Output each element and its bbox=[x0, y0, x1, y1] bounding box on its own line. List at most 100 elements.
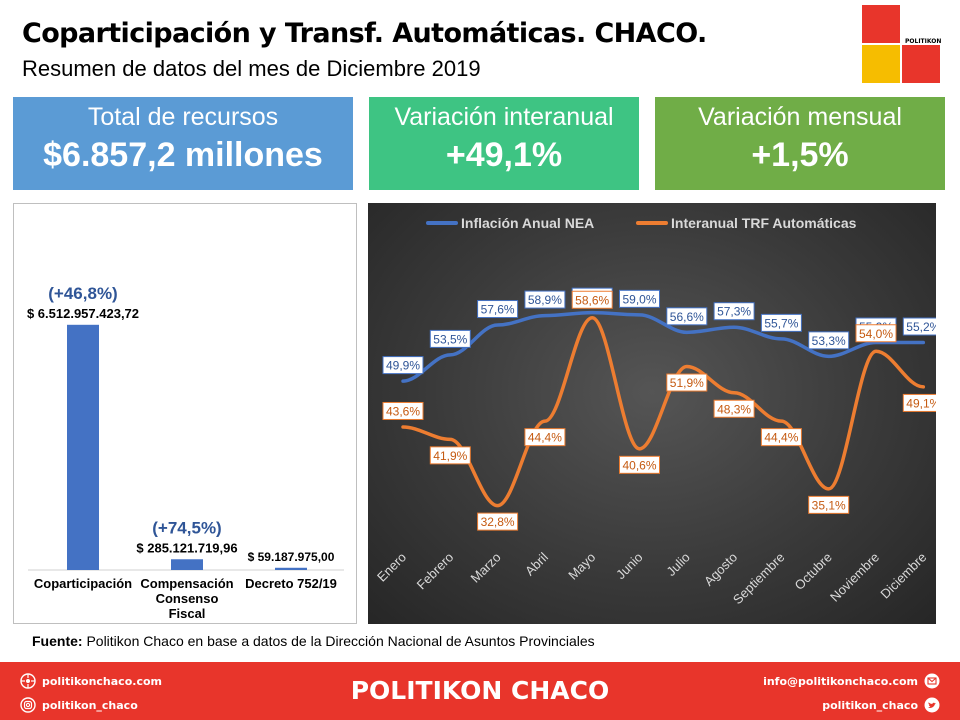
politikon-logo: POLITIKON bbox=[862, 5, 941, 83]
logo-square-red bbox=[862, 5, 900, 43]
bar-variation-label: (+74,5%) bbox=[152, 518, 221, 537]
web-icon bbox=[20, 673, 36, 689]
email-icon bbox=[924, 673, 940, 689]
data-label-box bbox=[760, 428, 802, 447]
data-label-box bbox=[571, 290, 613, 309]
footer-twitter-link[interactable]: politikon_chaco bbox=[822, 697, 940, 713]
data-label: 43,6% bbox=[382, 401, 424, 420]
data-label-box bbox=[429, 446, 471, 465]
data-label: 48,3% bbox=[713, 399, 755, 418]
data-label: 57,3% bbox=[713, 302, 755, 321]
data-label-box bbox=[619, 455, 660, 474]
data-label: 32,8% bbox=[477, 512, 519, 531]
data-label-box bbox=[713, 399, 755, 418]
kpi-label: Variación mensual bbox=[698, 103, 902, 131]
data-label-text: 53,3% bbox=[812, 334, 846, 348]
footer-instagram-link[interactable]: politikon_chaco bbox=[20, 697, 138, 713]
data-label-text: 56,6% bbox=[670, 310, 704, 324]
kpi-total-recursos: Total de recursos $6.857,2 millones bbox=[13, 97, 353, 190]
data-label: 49,1% bbox=[902, 393, 936, 412]
data-label: 55,2% bbox=[902, 317, 936, 336]
data-label-box bbox=[902, 317, 936, 336]
bar-value-label: $ 285.121.719,96 bbox=[136, 540, 237, 555]
instagram-icon bbox=[20, 697, 36, 713]
bar-category-label: Decreto 752/19 bbox=[245, 576, 337, 591]
data-label-box bbox=[382, 356, 424, 375]
source-text: Politikon Chaco en base a datos de la Di… bbox=[82, 633, 595, 649]
data-label-text: 53,5% bbox=[433, 332, 467, 346]
logo-square-red-bottom bbox=[902, 45, 940, 83]
data-label: 41,9% bbox=[429, 446, 471, 465]
data-label: 54,0% bbox=[855, 324, 897, 343]
data-label-box bbox=[808, 331, 850, 350]
data-label-box bbox=[524, 290, 566, 309]
data-label-text: 35,1% bbox=[812, 498, 846, 512]
bar bbox=[171, 559, 203, 570]
data-label-text: 44,4% bbox=[528, 431, 562, 445]
data-label-box bbox=[902, 393, 936, 412]
data-label-box bbox=[524, 428, 566, 447]
data-label-box bbox=[760, 313, 802, 332]
data-label-text: 49,1% bbox=[906, 396, 936, 410]
bar-category-label: Compensación Consenso Fiscal bbox=[140, 576, 233, 621]
data-label: 49,9% bbox=[382, 356, 424, 375]
data-label-box bbox=[666, 373, 708, 392]
footer-bar: politikonchaco.com politikon_chaco POLIT… bbox=[0, 662, 960, 720]
data-label: 57,6% bbox=[477, 300, 519, 319]
kpi-variacion-interanual: Variación interanual +49,1% bbox=[369, 97, 639, 190]
data-label: 44,4% bbox=[524, 428, 566, 447]
bar-variation-label: (+46,8%) bbox=[48, 284, 117, 303]
data-label-text: 57,6% bbox=[481, 303, 515, 317]
data-label: 56,6% bbox=[666, 307, 708, 326]
data-label-box bbox=[855, 324, 897, 343]
data-label-text: 41,9% bbox=[433, 449, 467, 463]
series-line bbox=[401, 310, 926, 383]
x-tick-label: Junio bbox=[613, 550, 646, 583]
legend-label: Inflación Anual NEA bbox=[461, 215, 594, 231]
source-note: Fuente: Politikon Chaco en base a datos … bbox=[32, 633, 595, 649]
bar-chart: $ 6.512.957.423,72 (+46,8%) Coparticipació… bbox=[27, 284, 344, 621]
footer-twitter-text: politikon_chaco bbox=[822, 698, 918, 712]
data-label: 59,0% bbox=[619, 289, 660, 308]
x-tick-label: Septiembre bbox=[730, 550, 788, 608]
data-label: 58,9% bbox=[524, 290, 566, 309]
bar-value-label: $ 6.512.957.423,72 bbox=[27, 306, 139, 321]
footer-web-text: politikonchaco.com bbox=[42, 674, 162, 688]
x-tick-label: Enero bbox=[374, 550, 409, 585]
data-label-text: 40,6% bbox=[622, 458, 656, 472]
data-label: 40,6% bbox=[619, 455, 660, 474]
page-title: Coparticipación y Transf. Automáticas. C… bbox=[22, 18, 707, 49]
footer-email-link[interactable]: info@politikonchaco.com bbox=[763, 673, 940, 689]
logo-square-white bbox=[902, 5, 940, 43]
data-label-box bbox=[477, 300, 519, 319]
x-tick-label: Diciembre bbox=[877, 550, 929, 602]
kpi-label: Total de recursos bbox=[87, 103, 279, 131]
data-label: 58,6% bbox=[571, 290, 613, 309]
page-subtitle: Resumen de datos del mes de Diciembre 20… bbox=[22, 56, 481, 81]
data-label-box bbox=[382, 401, 424, 420]
data-label-text: 44,4% bbox=[764, 431, 798, 445]
data-label-text: 58,9% bbox=[528, 293, 562, 307]
kpi-value: +49,1% bbox=[445, 136, 563, 174]
kpi-value: $6.857,2 millones bbox=[43, 136, 323, 174]
data-label-box bbox=[429, 329, 471, 348]
footer-web-link[interactable]: politikonchaco.com bbox=[20, 673, 162, 689]
legend-label: Interanual TRF Automáticas bbox=[671, 215, 857, 231]
bar-value-label: $ 59.187.975,00 bbox=[248, 550, 335, 564]
x-tick-label: Abril bbox=[522, 549, 551, 578]
footer-instagram-text: politikon_chaco bbox=[42, 698, 138, 712]
kpi-value: +1,5% bbox=[751, 136, 849, 174]
data-label-text: 32,8% bbox=[481, 515, 515, 529]
data-label-text: 54,0% bbox=[859, 327, 893, 341]
data-label: 44,4% bbox=[760, 428, 802, 447]
data-label-text: 49,9% bbox=[386, 359, 420, 373]
bar-chart-panel: $ 6.512.957.423,72 (+46,8%) Coparticipació… bbox=[13, 203, 357, 624]
data-label-text: 57,3% bbox=[717, 305, 751, 319]
data-label-text: 55,2% bbox=[906, 320, 936, 334]
data-label-box bbox=[666, 307, 708, 326]
data-label-box bbox=[713, 302, 755, 321]
data-label-box bbox=[619, 289, 660, 308]
data-label-text: 43,6% bbox=[386, 404, 420, 418]
footer-brand: POLITIKON CHACO bbox=[350, 676, 610, 705]
line-chart: Inflación Anual NEA Interanual TRF Automá… bbox=[374, 215, 936, 608]
